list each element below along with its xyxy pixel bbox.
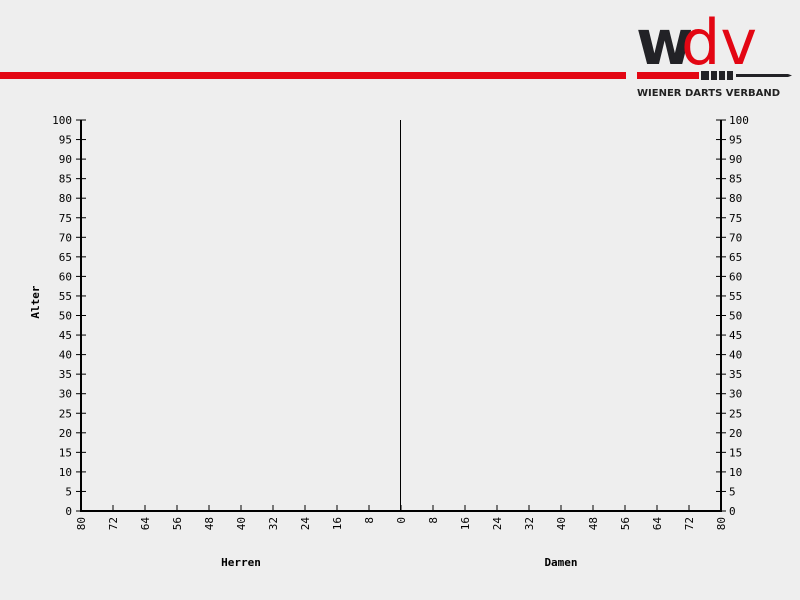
logo-dart-grip — [719, 71, 725, 80]
y-tick-label-left: 90 — [59, 153, 72, 166]
y-tick-label-right: 15 — [729, 446, 742, 459]
x-tick-label: 56 — [171, 517, 184, 530]
logo-subtitle: WIENER DARTS VERBAND — [637, 88, 780, 99]
y-tick-label-right: 80 — [729, 192, 742, 205]
y-tick-label-right: 55 — [729, 290, 742, 303]
x-tick-label: 56 — [619, 517, 632, 530]
y-tick-label-right: 20 — [729, 427, 742, 440]
x-tick-label: 16 — [459, 517, 472, 530]
y-tick-label-left: 95 — [59, 134, 72, 147]
y-tick-label-left: 80 — [59, 192, 72, 205]
y-tick-label-right: 100 — [729, 114, 749, 127]
x-tick-label: 40 — [555, 517, 568, 530]
y-tick-label-left: 20 — [59, 427, 72, 440]
y-tick-label-left: 45 — [59, 329, 72, 342]
x-tick-label: 8 — [363, 517, 376, 524]
x-tick-label: 32 — [267, 517, 280, 530]
x-tick-label: 24 — [491, 517, 504, 531]
logo-dart-grip — [711, 71, 717, 80]
y-tick-label-right: 35 — [729, 368, 742, 381]
y-tick-label-left: 30 — [59, 388, 72, 401]
y-tick-label-left: 100 — [52, 114, 72, 127]
y-tick-label-right: 75 — [729, 212, 742, 225]
x-tick-label: 0 — [395, 517, 408, 524]
x-tick-label: 48 — [587, 517, 600, 530]
y-tick-label-left: 85 — [59, 173, 72, 186]
x-tick-label: 64 — [139, 517, 152, 531]
y-tick-label-left: 70 — [59, 231, 72, 244]
x-tick-label: 32 — [523, 517, 536, 530]
y-axis-title: Alter — [29, 285, 42, 318]
y-tick-label-right: 10 — [729, 466, 742, 479]
y-tick-label-left: 10 — [59, 466, 72, 479]
y-tick-label-right: 90 — [729, 153, 742, 166]
y-tick-label-right: 50 — [729, 310, 742, 323]
logo-dart-grip — [727, 71, 733, 80]
y-tick-label-left: 60 — [59, 270, 72, 283]
logo-dart-shaft — [637, 72, 699, 79]
y-tick-label-right: 0 — [729, 505, 736, 518]
y-tick-label-left: 35 — [59, 368, 72, 381]
x-tick-label: 80 — [715, 517, 728, 530]
logo-dart-grip — [701, 71, 709, 80]
logo-dv: dv — [681, 6, 757, 79]
y-tick-label-right: 85 — [729, 173, 742, 186]
y-tick-label-left: 55 — [59, 290, 72, 303]
logo-dart-tip — [736, 74, 792, 77]
wdv-logo: w dv WIENER DARTS VERBAND — [0, 6, 792, 99]
y-tick-label-right: 25 — [729, 407, 742, 420]
y-tick-label-left: 15 — [59, 446, 72, 459]
y-tick-label-right: 45 — [729, 329, 742, 342]
y-tick-label-right: 30 — [729, 388, 742, 401]
y-tick-label-right: 70 — [729, 231, 742, 244]
x-tick-label: 48 — [203, 517, 216, 530]
x-tick-label: 64 — [651, 517, 664, 531]
x-tick-label: 8 — [427, 517, 440, 524]
y-tick-label-left: 5 — [65, 485, 72, 498]
x-axis-title-damen: Damen — [544, 556, 577, 569]
y-tick-label-right: 5 — [729, 485, 736, 498]
y-tick-label-left: 65 — [59, 251, 72, 264]
y-tick-label-right: 40 — [729, 349, 742, 362]
y-tick-label-left: 25 — [59, 407, 72, 420]
y-tick-label-right: 60 — [729, 270, 742, 283]
y-tick-label-left: 75 — [59, 212, 72, 225]
x-tick-label: 16 — [331, 517, 344, 530]
header-red-bar — [0, 72, 626, 79]
x-tick-label: 80 — [75, 517, 88, 530]
y-tick-label-right: 65 — [729, 251, 742, 264]
y-tick-label-right: 95 — [729, 134, 742, 147]
logo-w: w — [636, 6, 693, 79]
x-tick-label: 40 — [235, 517, 248, 530]
x-axis-title-herren: Herren — [221, 556, 261, 569]
y-tick-label-left: 40 — [59, 349, 72, 362]
y-tick-label-left: 50 — [59, 310, 72, 323]
x-tick-label: 72 — [683, 517, 696, 530]
x-tick-label: 24 — [299, 517, 312, 531]
x-tick-label: 72 — [107, 517, 120, 530]
y-tick-label-left: 0 — [65, 505, 72, 518]
